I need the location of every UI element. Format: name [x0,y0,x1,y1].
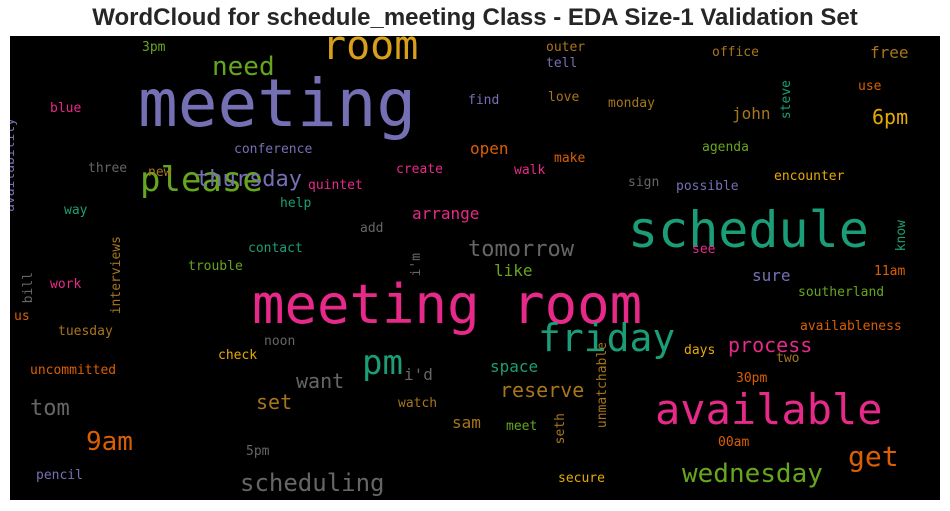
word-conference: conference [234,142,312,157]
word-see: see [692,242,716,257]
word-steve: steve [779,80,794,119]
word-meeting-room: meeting room [252,273,642,336]
word-us: us [14,309,30,324]
word-check: check [218,348,257,363]
word-open: open [470,139,509,158]
word-sam: sam [452,413,481,432]
word-create: create [396,162,443,177]
word-available: available [655,385,883,434]
word-noon: noon [264,334,295,349]
wordcloud-svg: meeting meeting room schedule available room… [10,36,909,497]
word-make: make [554,151,585,166]
word-meeting: meeting [138,65,416,142]
word-get: get [848,440,899,473]
word-contact: contact [248,241,303,256]
word-seth: seth [553,413,568,444]
word-bill: bill [21,272,36,303]
word-5pm: 5pm [246,444,270,459]
word-3pm: 3pm [142,40,166,55]
word-office: office [712,45,759,60]
word-please: please [140,160,263,200]
word-tom: tom [30,396,70,421]
word-arrange: arrange [412,204,479,223]
word-6pm: 6pm [872,105,908,129]
word-way: way [64,203,88,218]
word-sign: sign [628,175,659,190]
word-john: john [732,104,771,123]
word-know: know [894,220,909,251]
word-friday: friday [538,316,675,360]
word-availableness: availableness [800,319,902,334]
word-new: new [148,165,172,180]
word-space: space [490,357,538,376]
chart-title: WordCloud for schedule_meeting Class - E… [92,4,858,31]
word-tell: tell [546,56,577,71]
word-blue: blue [50,101,81,116]
word-possible: possible [676,179,739,194]
word-work: work [50,277,81,292]
word-outer: outer [546,40,585,55]
word-two: two [776,351,799,366]
word-southerland: southerland [798,285,884,300]
word-00am: 00am [718,435,749,450]
word-free: free [870,43,909,62]
word-unmatchable: unmatchable [595,342,610,428]
word-help: help [280,196,311,211]
word-three: three [88,161,127,176]
word-i-m: i'm [409,253,424,277]
word-i-d: i'd [404,365,433,384]
word-room: room [322,36,418,69]
word-find: find [468,93,499,108]
word-trouble: trouble [188,259,243,274]
word-use: use [858,79,882,94]
word-9am: 9am [86,427,133,457]
word-process: process [728,333,812,357]
word-meet: meet [506,419,537,434]
word-interviews: interviews [109,236,124,314]
word-monday: monday [608,96,655,111]
word-tuesday: tuesday [58,324,113,339]
word-set: set [256,390,292,414]
word-wednesday: wednesday [682,459,823,489]
word-tomorrow: tomorrow [468,237,575,262]
word-add: add [360,221,383,236]
word-watch: watch [398,396,437,411]
word-sure: sure [752,266,791,285]
word-agenda: agenda [702,140,749,155]
word-pencil: pencil [36,468,83,483]
word-pm: pm [362,343,403,383]
word-need: need [212,52,275,82]
word-secure: secure [558,471,605,486]
word-30pm: 30pm [736,371,767,386]
word-uncommitted: uncommitted [30,363,116,378]
word-want: want [296,369,344,393]
wordcloud-area: meeting meeting room schedule available room… [10,36,940,500]
word-scheduling: scheduling [240,469,385,497]
word-11am: 11am [874,264,905,279]
word-love: love [548,90,579,105]
word-encounter: encounter [774,169,845,184]
word-walk: walk [514,163,545,178]
word-schedule: schedule [628,201,869,259]
word-quintet: quintet [308,178,363,193]
word-thursday: thursday [196,167,302,192]
word-reserve: reserve [500,378,584,402]
word-availability: availability [10,118,18,212]
word-days: days [684,343,715,358]
word-like: like [494,261,533,280]
